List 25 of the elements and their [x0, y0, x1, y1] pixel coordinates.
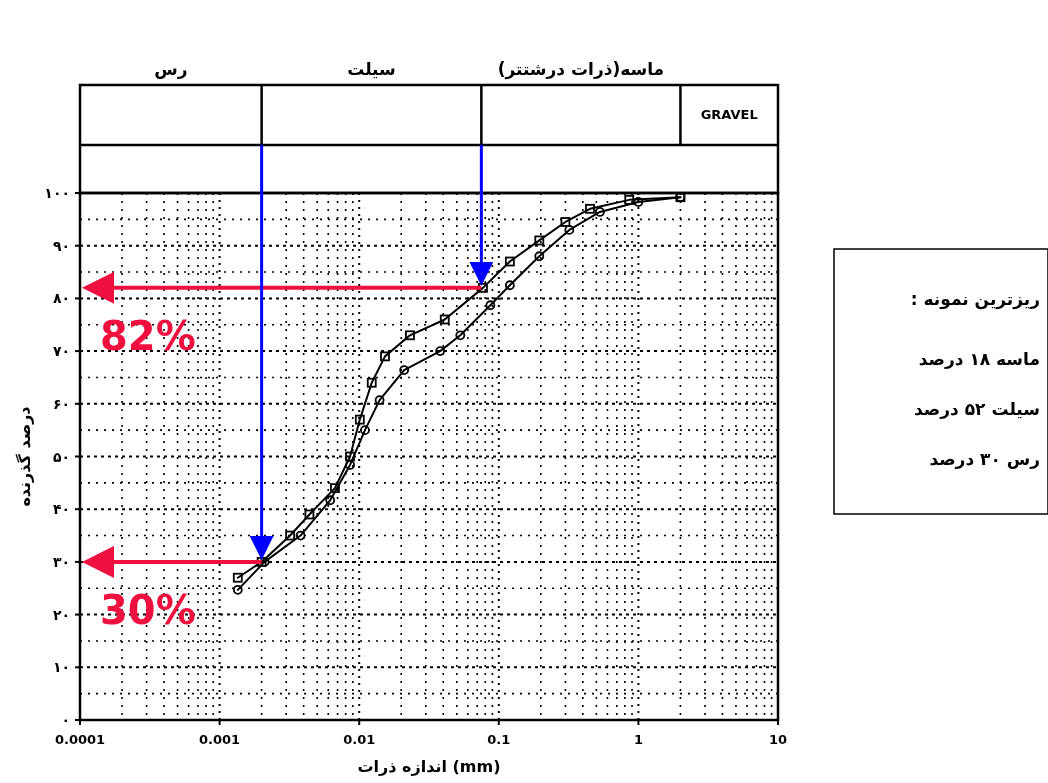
y-tick-label: ۷۰ — [52, 343, 70, 360]
y-tick-label: ۵۰ — [52, 448, 70, 465]
text: رس — [154, 59, 188, 79]
text: ماسه(ذرات درشتتر) — [497, 59, 665, 80]
x-tick-label: 10 — [768, 732, 788, 747]
y-tick-label: ۶۰ — [52, 395, 70, 412]
x-tick-label: 0.01 — [343, 732, 376, 747]
text: سیلت — [347, 59, 396, 79]
y-tick-label: ۴۰ — [52, 501, 70, 518]
y-tick-label: ۰ — [61, 712, 70, 728]
ref-line-label: 82% — [100, 312, 196, 359]
x-tick-label: 1 — [633, 732, 643, 747]
y-axis-title: درصد گذرنده — [15, 406, 34, 507]
y-tick-label: ۳۰ — [52, 553, 70, 570]
y-tick-label: ۱۰ — [52, 659, 70, 676]
x-tick-label: 0.001 — [199, 732, 241, 747]
y-tick-label: ۲۰ — [52, 606, 70, 623]
y-tick-label: ۸۰ — [52, 290, 70, 307]
x-tick-label: 0.0001 — [54, 732, 106, 747]
x-tick-label: 0.1 — [487, 732, 511, 747]
ref-line-label: 30% — [100, 586, 196, 633]
y-tick-label: ۱۰۰ — [44, 185, 70, 201]
notes-box: ریزترین نمونه : ماسه ۱۸ درصد سیلت ۵۲ درصد رس ۳۰ درصد — [833, 248, 1048, 515]
y-tick-label: ۹۰ — [52, 237, 70, 254]
x-axis-title: اندازه ذرات (mm) — [357, 757, 501, 776]
